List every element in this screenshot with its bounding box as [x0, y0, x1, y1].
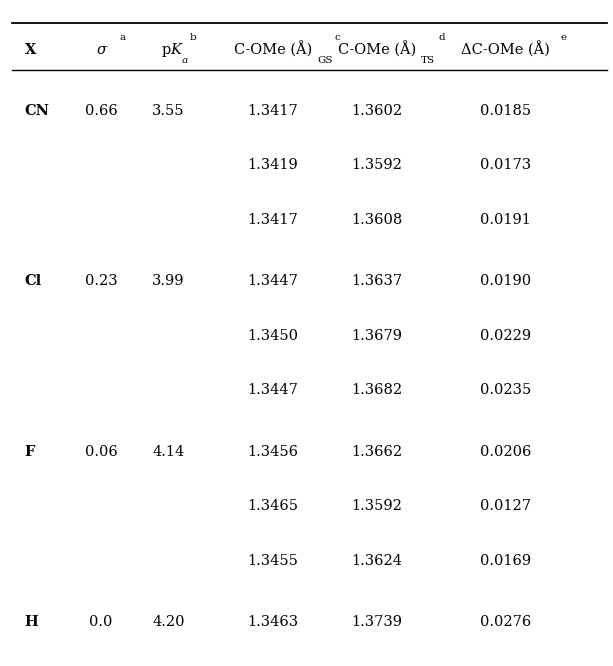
Text: 1.3624: 1.3624	[351, 553, 403, 568]
Text: 0.0169: 0.0169	[480, 553, 531, 568]
Text: 3.99: 3.99	[152, 274, 185, 288]
Text: 0.0: 0.0	[89, 615, 113, 629]
Text: 4.20: 4.20	[152, 615, 185, 629]
Text: 4.14: 4.14	[153, 444, 185, 459]
Text: 1.3608: 1.3608	[351, 212, 403, 227]
Text: 1.3447: 1.3447	[248, 383, 298, 398]
Text: C-OMe (Å): C-OMe (Å)	[234, 42, 312, 58]
Text: 1.3682: 1.3682	[351, 383, 403, 398]
Text: 0.66: 0.66	[85, 103, 118, 118]
Text: 1.3662: 1.3662	[351, 444, 403, 459]
Text: 0.0185: 0.0185	[480, 103, 531, 118]
Text: 0.23: 0.23	[85, 274, 118, 288]
Text: 1.3592: 1.3592	[352, 499, 402, 513]
Text: 0.0190: 0.0190	[480, 274, 531, 288]
Text: 1.3679: 1.3679	[351, 328, 403, 343]
Text: e: e	[561, 33, 567, 43]
Text: 0.0127: 0.0127	[480, 499, 531, 513]
Text: 1.3637: 1.3637	[351, 274, 403, 288]
Text: b: b	[190, 33, 197, 43]
Text: C-OMe (Å): C-OMe (Å)	[338, 42, 416, 58]
Text: d: d	[438, 33, 445, 43]
Text: 1.3602: 1.3602	[351, 103, 403, 118]
Text: ΔC-OMe (Å): ΔC-OMe (Å)	[462, 42, 550, 58]
Text: H: H	[25, 615, 38, 629]
Text: 0.0235: 0.0235	[480, 383, 531, 398]
Text: 1.3417: 1.3417	[248, 103, 298, 118]
Text: TS: TS	[421, 56, 435, 65]
Text: 1.3592: 1.3592	[352, 158, 402, 172]
Text: GS: GS	[317, 56, 332, 65]
Text: 0.06: 0.06	[85, 444, 118, 459]
Text: 1.3456: 1.3456	[247, 444, 299, 459]
Text: CN: CN	[25, 103, 50, 118]
Text: 0.0191: 0.0191	[481, 212, 531, 227]
Text: 0.0206: 0.0206	[480, 444, 531, 459]
Text: 1.3455: 1.3455	[248, 553, 298, 568]
Text: X: X	[25, 43, 36, 57]
Text: 1.3463: 1.3463	[247, 615, 299, 629]
Text: a: a	[182, 56, 188, 65]
Text: 1.3417: 1.3417	[248, 212, 298, 227]
Text: 1.3447: 1.3447	[248, 274, 298, 288]
Text: a: a	[120, 33, 126, 43]
Text: 1.3465: 1.3465	[247, 499, 299, 513]
Text: 1.3419: 1.3419	[248, 158, 298, 172]
Text: c: c	[334, 33, 340, 43]
Text: 0.0229: 0.0229	[480, 328, 531, 343]
Text: σ: σ	[96, 43, 106, 57]
Text: 3.55: 3.55	[152, 103, 185, 118]
Text: 0.0276: 0.0276	[480, 615, 531, 629]
Text: Cl: Cl	[25, 274, 42, 288]
Text: F: F	[25, 444, 35, 459]
Text: 1.3450: 1.3450	[247, 328, 299, 343]
Text: K: K	[170, 43, 181, 57]
Text: p: p	[161, 43, 170, 57]
Text: 1.3739: 1.3739	[351, 615, 403, 629]
Text: 0.0173: 0.0173	[480, 158, 531, 172]
